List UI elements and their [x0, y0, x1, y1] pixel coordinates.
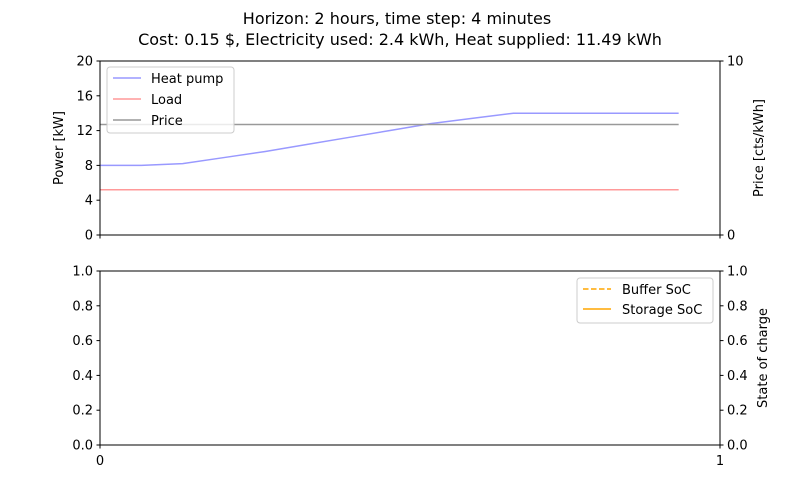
legend-label-price: Price — [151, 114, 183, 129]
y-tick-label: 8 — [85, 159, 93, 174]
chart-title-line-1: Horizon: 2 hours, time step: 4 minutes — [243, 9, 551, 28]
soc-plot-frame — [99, 270, 721, 446]
y2-tick-label: 0.4 — [727, 369, 748, 384]
power-legend-box — [106, 66, 235, 134]
y-tick-label: 16 — [76, 89, 93, 104]
y2-tick-label: 0.8 — [727, 299, 748, 314]
y-tick-label: 0.8 — [72, 299, 93, 314]
y-tick-label: 20 — [76, 55, 93, 70]
x-tick-label: 1 — [716, 454, 724, 469]
y-tick-label: 0.2 — [72, 404, 93, 419]
y-tick-label: 0.0 — [72, 439, 93, 454]
soc-y-axis-label: State of charge — [756, 308, 771, 408]
y2-tick-label: 0.6 — [727, 334, 748, 349]
power-y-axis-label: Power [kW] — [52, 111, 67, 185]
power-plot-frame — [99, 60, 721, 236]
series-line-heat-pump — [100, 112, 679, 167]
price-y-ticks: 0 10 — [720, 55, 744, 244]
power-panel: 0 4 8 12 16 20 0 10 Power [kW] Price [cts/kWh]… — [52, 55, 767, 244]
power-legend: Heat pump Load Price — [106, 66, 235, 134]
y2-tick-label: 0.2 — [727, 404, 748, 419]
y-tick-label: 0.4 — [72, 369, 93, 384]
y2-tick-label: 0.0 — [727, 439, 748, 454]
soc-y2-ticks: 0.0 0.2 0.4 0.6 0.8 1.0 — [720, 265, 748, 454]
y2-tick-label: 0 — [727, 229, 735, 244]
power-x-ticks — [99, 235, 721, 239]
y-tick-label: 1.0 — [72, 265, 93, 280]
x-tick-label: 0 — [96, 454, 104, 469]
soc-legend: Buffer SoC Storage SoC — [576, 277, 714, 324]
y-tick-label: 0.6 — [72, 334, 93, 349]
y2-tick-label: 1.0 — [727, 265, 748, 280]
price-y-axis-label: Price [cts/kWh] — [752, 99, 767, 197]
y-tick-label: 12 — [76, 124, 93, 139]
power-y-ticks: 0 4 8 12 16 20 — [76, 55, 100, 244]
y2-tick-label: 10 — [727, 55, 744, 70]
legend-label-buffer-soc: Buffer SoC — [622, 283, 691, 298]
legend-label-load: Load — [151, 93, 182, 108]
soc-y-ticks: 0.0 0.2 0.4 0.6 0.8 1.0 — [72, 265, 100, 454]
y-tick-label: 0 — [85, 229, 93, 244]
legend-label-storage-soc: Storage SoC — [622, 303, 702, 318]
y-tick-label: 4 — [85, 194, 93, 209]
chart-title-line-2: Cost: 0.15 $, Electricity used: 2.4 kWh,… — [138, 30, 662, 49]
legend-label-heat-pump: Heat pump — [151, 72, 223, 87]
